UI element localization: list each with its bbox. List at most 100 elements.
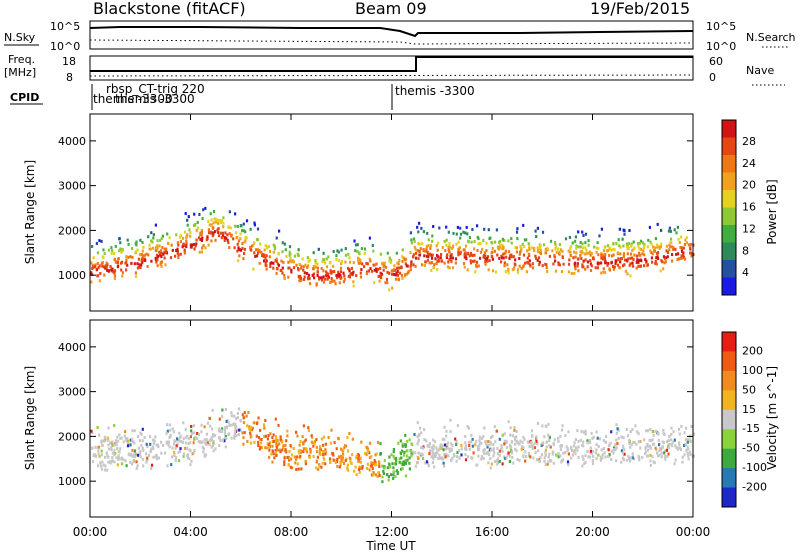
velocity-data-cell [548,452,551,456]
velocity-colorbar-tick-label: -100 [742,461,767,474]
power-data-cell [661,260,664,264]
power-data-cell [318,277,321,281]
power-data-cell [435,244,438,248]
power-data-cell [382,268,385,272]
velocity-data-cell [218,427,221,431]
power-data-cell [147,235,150,239]
power-data-cell [427,253,430,257]
velocity-data-cell [485,442,488,446]
power-data-cell [297,248,300,252]
velocity-data-cell [178,439,181,443]
velocity-data-cell [177,450,180,454]
power-data-cell [445,243,448,247]
power-data-cell [427,244,430,248]
power-data-cell [504,251,507,255]
cpid-entry: rbsp_CT-trig 220 [106,82,205,96]
velocity-data-cell [414,451,417,455]
power-data-cell [441,259,444,263]
power-data-cell [567,262,571,266]
velocity-data-cell [616,427,619,431]
cpid-entry: themis -3300 [93,92,173,106]
power-data-cell [528,245,531,249]
velocity-data-cell [275,441,278,445]
velocity-data-cell [406,454,409,458]
velocity-data-cell [557,455,560,459]
freq-left-tick-top: 18 [62,55,76,68]
power-data-cell [568,235,571,239]
power-data-cell [131,247,134,250]
power-data-cell [120,268,123,272]
velocity-data-cell [387,478,390,482]
power-data-cell [444,249,447,253]
power-data-cell [238,254,241,258]
power-data-cell [414,256,418,260]
velocity-data-cell [482,435,485,439]
power-data-cell [507,239,510,243]
power-data-cell [499,260,503,264]
velocity-data-cell [320,465,323,469]
velocity-data-cell [539,456,542,460]
velocity-colorbar-segment [722,429,736,450]
velocity-data-cell [325,450,328,454]
power-data-cell [269,265,272,268]
power-data-cell [584,232,588,236]
power-data-cell [603,257,606,261]
velocity-data-cell [330,428,333,432]
velocity-data-cell [667,439,670,443]
power-data-cell [313,265,316,269]
power-data-cell [502,256,505,260]
velocity-data-cell [561,424,564,428]
velocity-data-cell [428,452,431,456]
velocity-data-cell [324,452,327,456]
power-data-cell [179,240,182,244]
power-data-cell [567,249,570,253]
velocity-data-cell [126,439,129,443]
power-data-cell [612,253,615,257]
power-data-cell [243,252,246,255]
power-data-cell [142,254,145,258]
velocity-data-cell [223,429,227,432]
power-data-cell [465,225,468,229]
velocity-data-cell [496,462,499,466]
power-data-cell [307,264,310,268]
power-data-cell [126,263,129,267]
velocity-data-cell [309,447,312,451]
power-data-cell [114,244,117,248]
velocity-data-cell [455,440,458,443]
power-data-cell [503,264,506,268]
power-data-cell [477,264,480,268]
power-data-cell [281,241,284,245]
power-data-cell [278,229,281,233]
noise-left-tick-bottom: 10^0 [50,40,80,53]
power-data-cell [447,260,450,264]
power-data-cell [200,231,203,235]
power-data-cell [593,245,596,249]
power-data-cell [595,246,598,250]
power-data-cell [201,236,204,240]
velocity-data-cell [577,455,580,459]
power-colorbar-label: Power [dB] [765,179,779,244]
velocity-data-cell [100,464,103,468]
velocity-data-cell [157,456,160,460]
velocity-data-cell [428,442,431,445]
velocity-data-cell [429,449,432,453]
power-data-cell [98,264,101,268]
power-data-cell [650,251,653,254]
velocity-data-cell [411,450,415,454]
velocity-data-cell [177,459,181,463]
power-data-cell [264,261,267,265]
power-data-cell [438,226,441,230]
time-tick-label: 08:00 [274,525,309,539]
velocity-data-cell [260,441,263,445]
power-data-cell [649,249,652,253]
velocity-data-cell [493,460,496,463]
velocity-data-cell [678,441,681,445]
power-data-cell [602,270,605,274]
velocity-data-cell [490,436,493,440]
velocity-data-cell [416,435,419,439]
power-data-cell [643,243,646,247]
velocity-data-cell [583,462,586,466]
velocity-data-cell [180,440,183,443]
power-data-cell [272,261,275,265]
velocity-data-cell [601,456,604,460]
